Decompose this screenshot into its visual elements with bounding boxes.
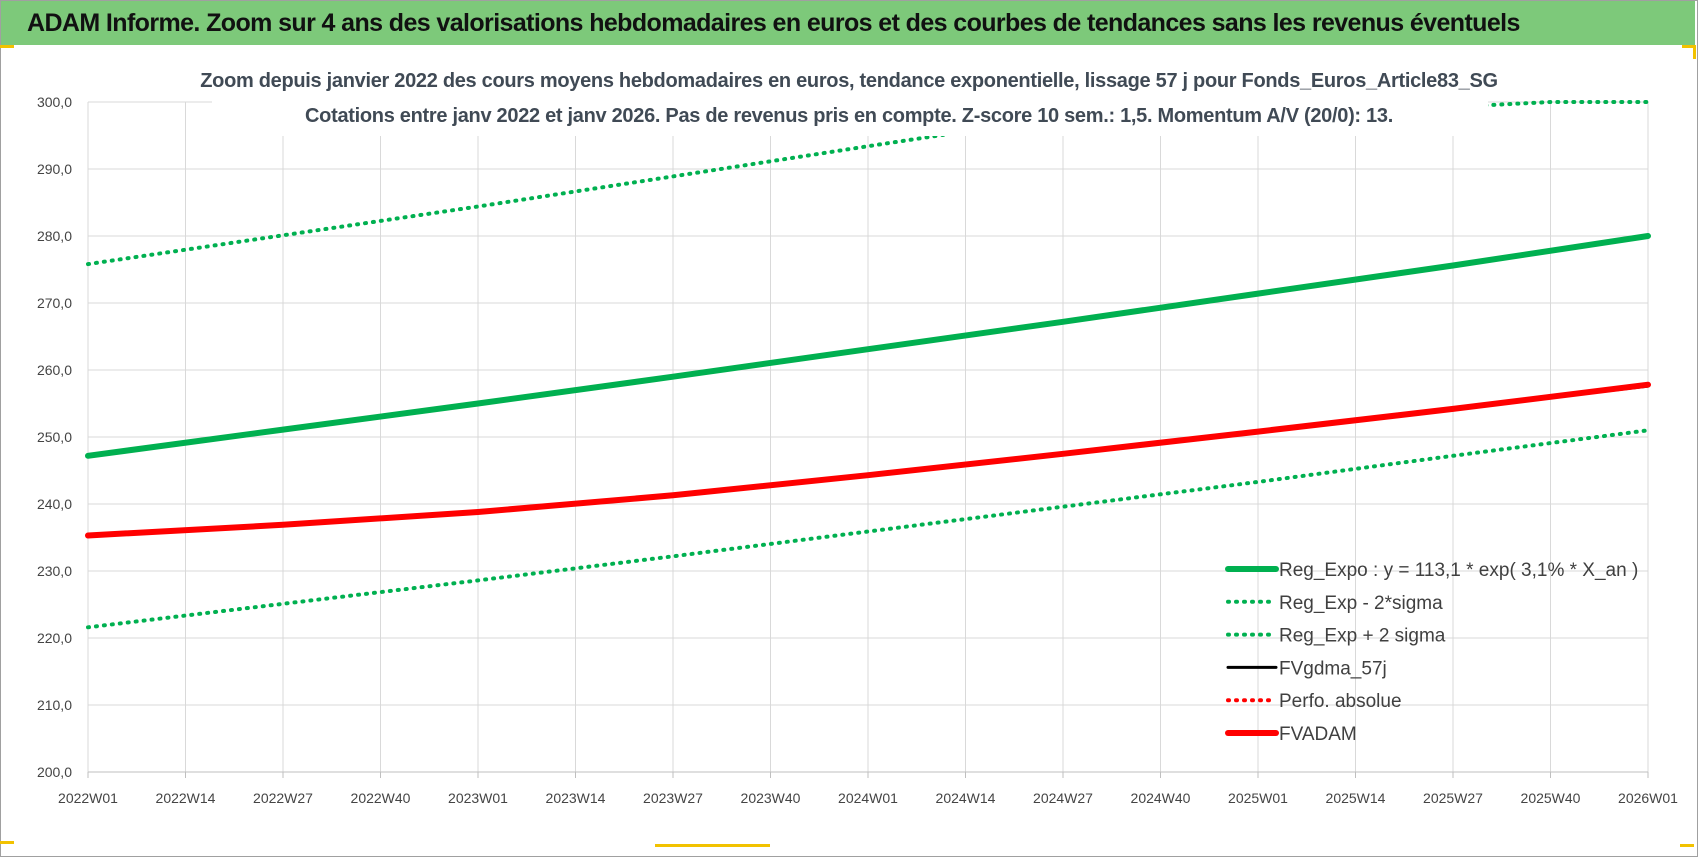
x-tick-label: 2024W40: [1131, 790, 1191, 806]
y-tick-label: 220,0: [37, 630, 72, 646]
y-tick-label: 210,0: [37, 697, 72, 713]
x-tick-label: 2025W14: [1326, 790, 1386, 806]
corner-accent-bottom-right: [1680, 844, 1694, 847]
x-tick-label: 2023W40: [741, 790, 801, 806]
x-tick-label: 2025W01: [1228, 790, 1288, 806]
legend-label-5: Perfo. absolue: [1279, 691, 1402, 712]
y-tick-label: 250,0: [37, 429, 72, 445]
series-line-6: [85, 381, 1651, 539]
series-line-2: [86, 428, 1650, 630]
chart-subtitle: Cotations entre janv 2022 et janv 2026. …: [305, 105, 1393, 127]
x-tick-label: 2025W27: [1423, 790, 1483, 806]
corner-accent-bottom-center: [655, 844, 770, 847]
y-tick-label: 280,0: [37, 228, 72, 244]
y-tick-label: 240,0: [37, 496, 72, 512]
y-tick-label: 290,0: [37, 161, 72, 177]
y-tick-label: 260,0: [37, 362, 72, 378]
x-tick-label: 2024W27: [1033, 790, 1093, 806]
x-tick-label: 2022W01: [58, 790, 118, 806]
x-tick-label: 2022W14: [156, 790, 216, 806]
legend-label-6: FVADAM: [1279, 724, 1357, 745]
banner-title: ADAM Informe. Zoom sur 4 ans des valoris…: [27, 9, 1520, 37]
banner: ADAM Informe. Zoom sur 4 ans des valoris…: [1, 1, 1695, 45]
x-tick-label: 2022W40: [351, 790, 411, 806]
y-tick-label: 200,0: [37, 764, 72, 780]
y-tick-label: 270,0: [37, 295, 72, 311]
legend-label-1: Reg_Expo : y = 113,1 * exp( 3,1% * X_an …: [1279, 560, 1638, 581]
x-tick-label: 2024W01: [838, 790, 898, 806]
legend-label-2: Reg_Exp - 2*sigma: [1279, 593, 1443, 614]
series-line-1: [85, 233, 1651, 459]
y-tick-label: 230,0: [37, 563, 72, 579]
x-tick-label: 2023W27: [643, 790, 703, 806]
x-tick-label: 2022W27: [253, 790, 313, 806]
chart-title: Zoom depuis janvier 2022 des cours moyen…: [200, 70, 1498, 92]
corner-accent-top-right: [1682, 45, 1696, 48]
x-tick-label: 2023W01: [448, 790, 508, 806]
x-tick-label: 2026W01: [1618, 790, 1678, 806]
y-tick-label: 300,0: [37, 94, 72, 110]
corner-accent-bottom-left: [0, 841, 14, 844]
x-tick-label: 2023W14: [546, 790, 606, 806]
corner-accent-top-left: [0, 45, 14, 48]
x-tick-label: 2025W40: [1521, 790, 1581, 806]
legend-label-3: Reg_Exp + 2 sigma: [1279, 626, 1446, 647]
chart-title-background: [212, 64, 1488, 136]
corner-accent-top-right-side: [1693, 45, 1696, 59]
legend-label-4: FVgdma_57j: [1279, 658, 1387, 679]
x-tick-label: 2024W14: [936, 790, 996, 806]
